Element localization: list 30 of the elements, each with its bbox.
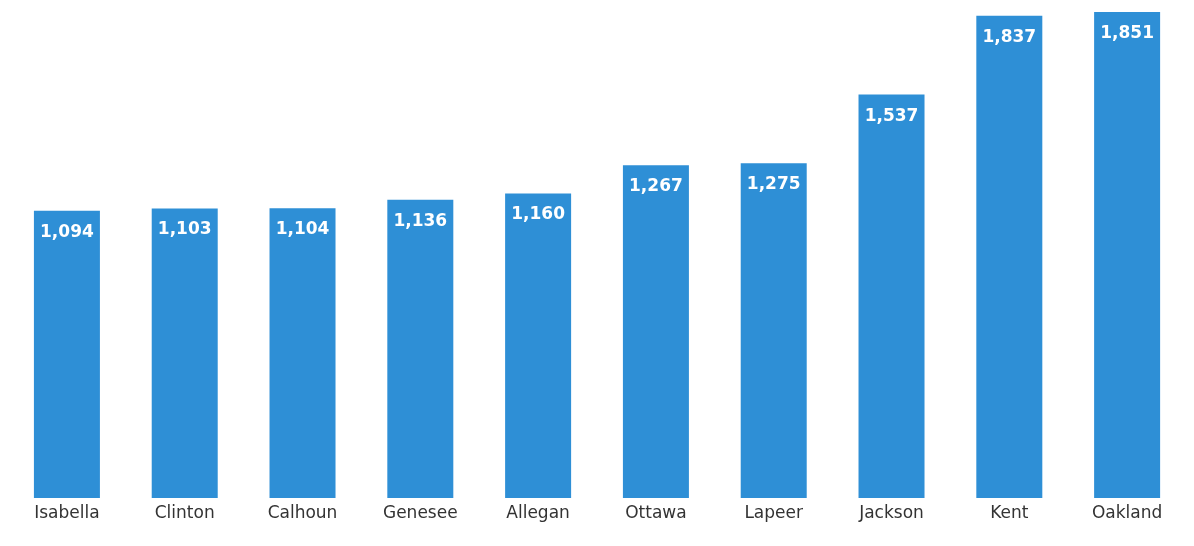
data-label: 1,275 (746, 173, 801, 194)
x-tick-label: Kent (990, 502, 1029, 523)
data-label: 1,851 (1100, 22, 1155, 43)
data-label: 1,160 (511, 203, 566, 224)
bar (505, 193, 572, 498)
data-label: 1,104 (275, 218, 330, 239)
x-tick-label: Jackson (858, 502, 924, 523)
bar (622, 165, 689, 498)
x-tick-label: Ottawa (625, 502, 687, 523)
bar (740, 163, 807, 498)
data-label: 1,537 (864, 104, 919, 125)
data-label: 1,094 (40, 220, 94, 241)
bar (151, 208, 218, 498)
data-label: 1,103 (157, 218, 212, 239)
data-label: 1,837 (982, 25, 1037, 46)
bar (1094, 12, 1161, 498)
data-label: 1,267 (629, 175, 683, 196)
bar (976, 15, 1043, 498)
bar (858, 94, 925, 498)
bar (269, 208, 336, 498)
data-label: 1,136 (393, 209, 448, 230)
x-tick-label: Allegan (506, 502, 570, 523)
x-tick-label: Oakland (1091, 502, 1163, 523)
x-tick-label: Lapeer (744, 502, 803, 523)
x-tick-label: Genesee (382, 502, 458, 523)
x-tick-label: Isabella (34, 502, 100, 523)
x-tick-label: Calhoun (267, 502, 338, 523)
x-tick-label: Clinton (154, 502, 215, 523)
bar (387, 199, 454, 498)
bar (33, 210, 100, 498)
